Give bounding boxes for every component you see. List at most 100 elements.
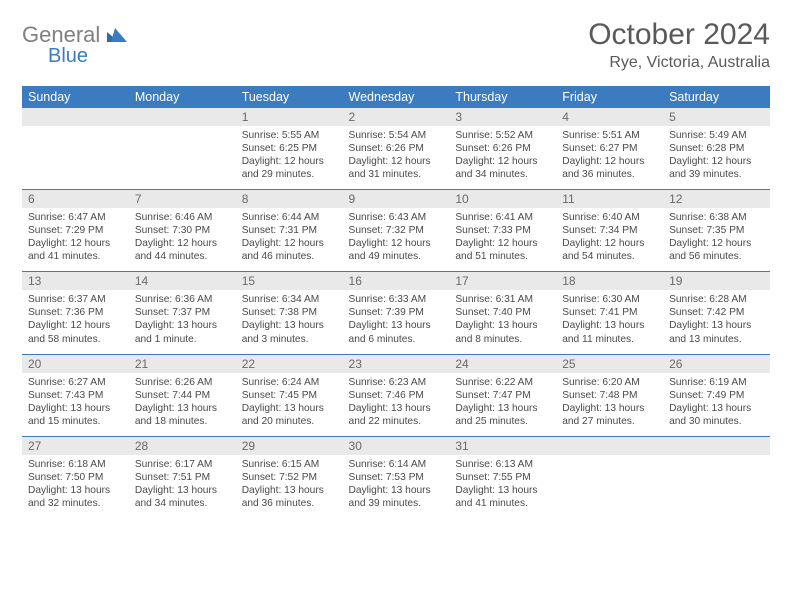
calendar-cell: 27Sunrise: 6:18 AMSunset: 7:50 PMDayligh… xyxy=(22,436,129,518)
calendar-cell: 4Sunrise: 5:51 AMSunset: 6:27 PMDaylight… xyxy=(556,108,663,190)
calendar-cell: 8Sunrise: 6:44 AMSunset: 7:31 PMDaylight… xyxy=(236,190,343,272)
day-body: Sunrise: 6:37 AMSunset: 7:36 PMDaylight:… xyxy=(22,290,129,353)
calendar-row: 27Sunrise: 6:18 AMSunset: 7:50 PMDayligh… xyxy=(22,436,770,518)
day-body: Sunrise: 6:20 AMSunset: 7:48 PMDaylight:… xyxy=(556,373,663,436)
calendar-cell: 25Sunrise: 6:20 AMSunset: 7:48 PMDayligh… xyxy=(556,354,663,436)
calendar-cell: 18Sunrise: 6:30 AMSunset: 7:41 PMDayligh… xyxy=(556,272,663,354)
day-body: Sunrise: 6:15 AMSunset: 7:52 PMDaylight:… xyxy=(236,455,343,518)
calendar-cell: 22Sunrise: 6:24 AMSunset: 7:45 PMDayligh… xyxy=(236,354,343,436)
day-number: 23 xyxy=(343,355,450,373)
day-body-empty xyxy=(22,126,129,184)
weekday-header-row: Sunday Monday Tuesday Wednesday Thursday… xyxy=(22,86,770,108)
day-number: 30 xyxy=(343,437,450,455)
calendar-cell: 16Sunrise: 6:33 AMSunset: 7:39 PMDayligh… xyxy=(343,272,450,354)
calendar-cell: 13Sunrise: 6:37 AMSunset: 7:36 PMDayligh… xyxy=(22,272,129,354)
day-body: Sunrise: 5:54 AMSunset: 6:26 PMDaylight:… xyxy=(343,126,450,189)
day-number: 6 xyxy=(22,190,129,208)
day-number: 5 xyxy=(663,108,770,126)
calendar-cell: 9Sunrise: 6:43 AMSunset: 7:32 PMDaylight… xyxy=(343,190,450,272)
calendar-table: Sunday Monday Tuesday Wednesday Thursday… xyxy=(22,86,770,518)
day-body: Sunrise: 6:27 AMSunset: 7:43 PMDaylight:… xyxy=(22,373,129,436)
calendar-cell: 24Sunrise: 6:22 AMSunset: 7:47 PMDayligh… xyxy=(449,354,556,436)
day-body: Sunrise: 6:24 AMSunset: 7:45 PMDaylight:… xyxy=(236,373,343,436)
day-number: 17 xyxy=(449,272,556,290)
calendar-cell: 10Sunrise: 6:41 AMSunset: 7:33 PMDayligh… xyxy=(449,190,556,272)
day-number: 22 xyxy=(236,355,343,373)
calendar-cell: 11Sunrise: 6:40 AMSunset: 7:34 PMDayligh… xyxy=(556,190,663,272)
location: Rye, Victoria, Australia xyxy=(588,54,770,72)
day-body: Sunrise: 6:46 AMSunset: 7:30 PMDaylight:… xyxy=(129,208,236,271)
calendar-cell: 7Sunrise: 6:46 AMSunset: 7:30 PMDaylight… xyxy=(129,190,236,272)
day-number-empty xyxy=(556,437,663,455)
col-thursday: Thursday xyxy=(449,86,556,108)
day-body: Sunrise: 6:22 AMSunset: 7:47 PMDaylight:… xyxy=(449,373,556,436)
day-number: 18 xyxy=(556,272,663,290)
day-number: 11 xyxy=(556,190,663,208)
logo: General Blue xyxy=(22,18,129,68)
calendar-cell: 21Sunrise: 6:26 AMSunset: 7:44 PMDayligh… xyxy=(129,354,236,436)
day-number: 21 xyxy=(129,355,236,373)
day-number: 10 xyxy=(449,190,556,208)
day-number: 1 xyxy=(236,108,343,126)
day-number: 3 xyxy=(449,108,556,126)
day-number: 20 xyxy=(22,355,129,373)
logo-word1: General xyxy=(22,22,100,47)
day-number: 13 xyxy=(22,272,129,290)
day-body-empty xyxy=(663,455,770,513)
day-body: Sunrise: 6:40 AMSunset: 7:34 PMDaylight:… xyxy=(556,208,663,271)
calendar-cell: 5Sunrise: 5:49 AMSunset: 6:28 PMDaylight… xyxy=(663,108,770,190)
logo-mark-icon xyxy=(107,26,129,47)
day-number: 4 xyxy=(556,108,663,126)
day-body: Sunrise: 5:52 AMSunset: 6:26 PMDaylight:… xyxy=(449,126,556,189)
day-body: Sunrise: 6:17 AMSunset: 7:51 PMDaylight:… xyxy=(129,455,236,518)
calendar-cell: 28Sunrise: 6:17 AMSunset: 7:51 PMDayligh… xyxy=(129,436,236,518)
day-body: Sunrise: 6:13 AMSunset: 7:55 PMDaylight:… xyxy=(449,455,556,518)
calendar-cell xyxy=(22,108,129,190)
calendar-cell: 14Sunrise: 6:36 AMSunset: 7:37 PMDayligh… xyxy=(129,272,236,354)
day-number: 15 xyxy=(236,272,343,290)
day-body: Sunrise: 6:28 AMSunset: 7:42 PMDaylight:… xyxy=(663,290,770,353)
day-body-empty xyxy=(556,455,663,513)
day-body: Sunrise: 6:26 AMSunset: 7:44 PMDaylight:… xyxy=(129,373,236,436)
calendar-cell xyxy=(663,436,770,518)
day-number: 16 xyxy=(343,272,450,290)
day-body: Sunrise: 6:47 AMSunset: 7:29 PMDaylight:… xyxy=(22,208,129,271)
day-number: 12 xyxy=(663,190,770,208)
day-body: Sunrise: 6:19 AMSunset: 7:49 PMDaylight:… xyxy=(663,373,770,436)
header: General Blue October 2024 Rye, Victoria,… xyxy=(22,18,770,72)
day-body: Sunrise: 6:41 AMSunset: 7:33 PMDaylight:… xyxy=(449,208,556,271)
calendar-cell: 12Sunrise: 6:38 AMSunset: 7:35 PMDayligh… xyxy=(663,190,770,272)
calendar-cell: 26Sunrise: 6:19 AMSunset: 7:49 PMDayligh… xyxy=(663,354,770,436)
col-wednesday: Wednesday xyxy=(343,86,450,108)
day-body: Sunrise: 5:49 AMSunset: 6:28 PMDaylight:… xyxy=(663,126,770,189)
col-saturday: Saturday xyxy=(663,86,770,108)
day-body: Sunrise: 6:30 AMSunset: 7:41 PMDaylight:… xyxy=(556,290,663,353)
calendar-cell: 23Sunrise: 6:23 AMSunset: 7:46 PMDayligh… xyxy=(343,354,450,436)
calendar-cell xyxy=(129,108,236,190)
logo-text-block: General Blue xyxy=(22,24,129,68)
day-number: 27 xyxy=(22,437,129,455)
day-number-empty xyxy=(129,108,236,126)
day-body: Sunrise: 5:51 AMSunset: 6:27 PMDaylight:… xyxy=(556,126,663,189)
calendar-cell: 19Sunrise: 6:28 AMSunset: 7:42 PMDayligh… xyxy=(663,272,770,354)
day-number: 24 xyxy=(449,355,556,373)
calendar-cell: 15Sunrise: 6:34 AMSunset: 7:38 PMDayligh… xyxy=(236,272,343,354)
day-number: 8 xyxy=(236,190,343,208)
day-body: Sunrise: 5:55 AMSunset: 6:25 PMDaylight:… xyxy=(236,126,343,189)
calendar-cell: 3Sunrise: 5:52 AMSunset: 6:26 PMDaylight… xyxy=(449,108,556,190)
page-title: October 2024 xyxy=(588,18,770,52)
calendar-row: 1Sunrise: 5:55 AMSunset: 6:25 PMDaylight… xyxy=(22,108,770,190)
day-body-empty xyxy=(129,126,236,184)
calendar-row: 13Sunrise: 6:37 AMSunset: 7:36 PMDayligh… xyxy=(22,272,770,354)
logo-word2: Blue xyxy=(22,45,129,68)
day-number: 2 xyxy=(343,108,450,126)
calendar-cell: 20Sunrise: 6:27 AMSunset: 7:43 PMDayligh… xyxy=(22,354,129,436)
day-number: 28 xyxy=(129,437,236,455)
title-block: October 2024 Rye, Victoria, Australia xyxy=(588,18,770,72)
calendar-cell: 31Sunrise: 6:13 AMSunset: 7:55 PMDayligh… xyxy=(449,436,556,518)
day-body: Sunrise: 6:43 AMSunset: 7:32 PMDaylight:… xyxy=(343,208,450,271)
day-body: Sunrise: 6:14 AMSunset: 7:53 PMDaylight:… xyxy=(343,455,450,518)
day-number: 14 xyxy=(129,272,236,290)
calendar-cell: 6Sunrise: 6:47 AMSunset: 7:29 PMDaylight… xyxy=(22,190,129,272)
calendar-row: 20Sunrise: 6:27 AMSunset: 7:43 PMDayligh… xyxy=(22,354,770,436)
